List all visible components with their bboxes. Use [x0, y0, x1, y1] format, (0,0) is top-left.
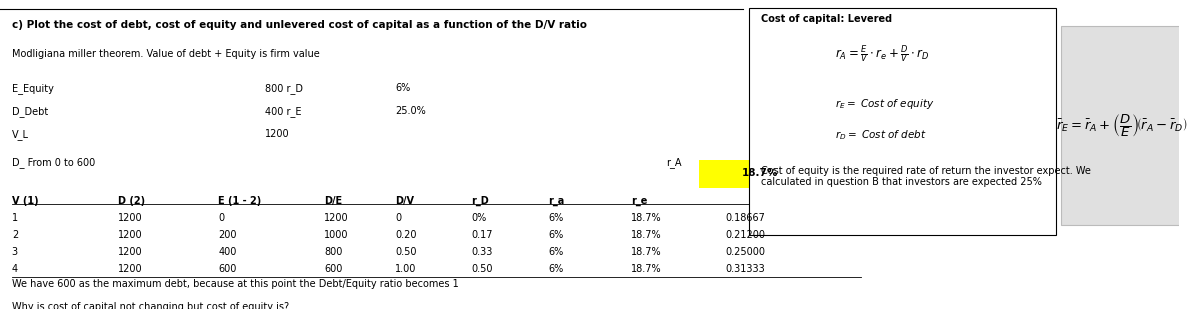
Text: 800 r_D: 800 r_D	[265, 83, 304, 94]
Text: r_e: r_e	[631, 196, 647, 206]
Text: We have 600 as the maximum debt, because at this point the Debt/Equity ratio bec: We have 600 as the maximum debt, because…	[12, 279, 458, 289]
Text: 1200: 1200	[118, 213, 143, 223]
Text: 0.18667: 0.18667	[725, 213, 764, 223]
Text: 0.50: 0.50	[395, 247, 416, 257]
Text: 1200: 1200	[118, 247, 143, 257]
Text: 1000: 1000	[324, 230, 349, 240]
Text: 0.25000: 0.25000	[725, 247, 764, 257]
Text: 18.7%: 18.7%	[631, 230, 661, 240]
Text: 6%: 6%	[548, 213, 563, 223]
Text: 18.7%: 18.7%	[631, 213, 661, 223]
Text: 1.00: 1.00	[395, 265, 416, 274]
Text: 600: 600	[218, 265, 236, 274]
Text: $r_D =$ Cost of debt: $r_D =$ Cost of debt	[834, 129, 926, 142]
Text: D (2): D (2)	[118, 196, 145, 206]
Text: E_Equity: E_Equity	[12, 83, 54, 94]
Text: 6%: 6%	[548, 265, 563, 274]
Text: 600: 600	[324, 265, 342, 274]
Text: 3: 3	[12, 247, 18, 257]
Text: 4: 4	[12, 265, 18, 274]
Text: 6%: 6%	[395, 83, 410, 93]
FancyBboxPatch shape	[700, 159, 822, 188]
Text: Cost of equity is the required rate of return the investor expect. We
calculated: Cost of equity is the required rate of r…	[762, 166, 1091, 188]
Text: D_Debt: D_Debt	[12, 106, 48, 117]
Text: 0%: 0%	[472, 213, 487, 223]
Text: V_L: V_L	[12, 129, 29, 140]
Text: 0.31333: 0.31333	[725, 265, 764, 274]
Text: 18.7%: 18.7%	[631, 247, 661, 257]
Text: 6%: 6%	[548, 247, 563, 257]
Text: 0.17: 0.17	[472, 230, 493, 240]
Text: 1200: 1200	[118, 265, 143, 274]
Text: c) Plot the cost of debt, cost of equity and unlevered cost of capital as a func: c) Plot the cost of debt, cost of equity…	[12, 20, 587, 30]
Text: 0.33: 0.33	[472, 247, 493, 257]
Text: 25.0%: 25.0%	[395, 106, 426, 116]
Text: D/V: D/V	[395, 196, 414, 206]
Text: D/E: D/E	[324, 196, 342, 206]
Text: $r_E =$ Cost of equity: $r_E =$ Cost of equity	[834, 97, 934, 111]
Text: Why is cost of capital not changing but cost of equity is?: Why is cost of capital not changing but …	[12, 302, 289, 309]
Text: 200: 200	[218, 230, 236, 240]
Text: 0: 0	[218, 213, 224, 223]
Text: 1200: 1200	[118, 230, 143, 240]
FancyBboxPatch shape	[749, 8, 1056, 235]
Text: 0.50: 0.50	[472, 265, 493, 274]
Text: 800: 800	[324, 247, 342, 257]
Text: $r_A = \frac{E}{V} \cdot r_e + \frac{D}{V} \cdot r_D$: $r_A = \frac{E}{V} \cdot r_e + \frac{D}{…	[834, 43, 929, 65]
Text: $\bar{r}_E = \bar{r}_A + \left(\dfrac{D}{E}\right)\!\left(\bar{r}_A - \bar{r}_D\: $\bar{r}_E = \bar{r}_A + \left(\dfrac{D}…	[1056, 112, 1188, 139]
Text: V (1): V (1)	[12, 196, 38, 206]
Text: 1200: 1200	[324, 213, 349, 223]
Text: 2: 2	[12, 230, 18, 240]
Text: 18.7%: 18.7%	[742, 168, 779, 178]
Text: Modligiana miller theorem. Value of debt + Equity is firm value: Modligiana miller theorem. Value of debt…	[12, 49, 319, 59]
Text: 0: 0	[395, 213, 401, 223]
Text: 6%: 6%	[548, 230, 563, 240]
Text: r_A: r_A	[666, 157, 682, 168]
Text: Cost of capital: Levered: Cost of capital: Levered	[762, 14, 893, 24]
Text: r_D: r_D	[472, 196, 490, 206]
Text: 1: 1	[12, 213, 18, 223]
Text: E (1 - 2): E (1 - 2)	[218, 196, 262, 206]
Text: D_ From 0 to 600: D_ From 0 to 600	[12, 157, 95, 168]
Text: 400 r_E: 400 r_E	[265, 106, 301, 117]
Text: 0.20: 0.20	[395, 230, 416, 240]
FancyBboxPatch shape	[1061, 26, 1183, 225]
Text: 400: 400	[218, 247, 236, 257]
Text: 18.7%: 18.7%	[631, 265, 661, 274]
Text: 1200: 1200	[265, 129, 290, 139]
Text: 0.21200: 0.21200	[725, 230, 764, 240]
Text: r_a: r_a	[548, 196, 564, 206]
